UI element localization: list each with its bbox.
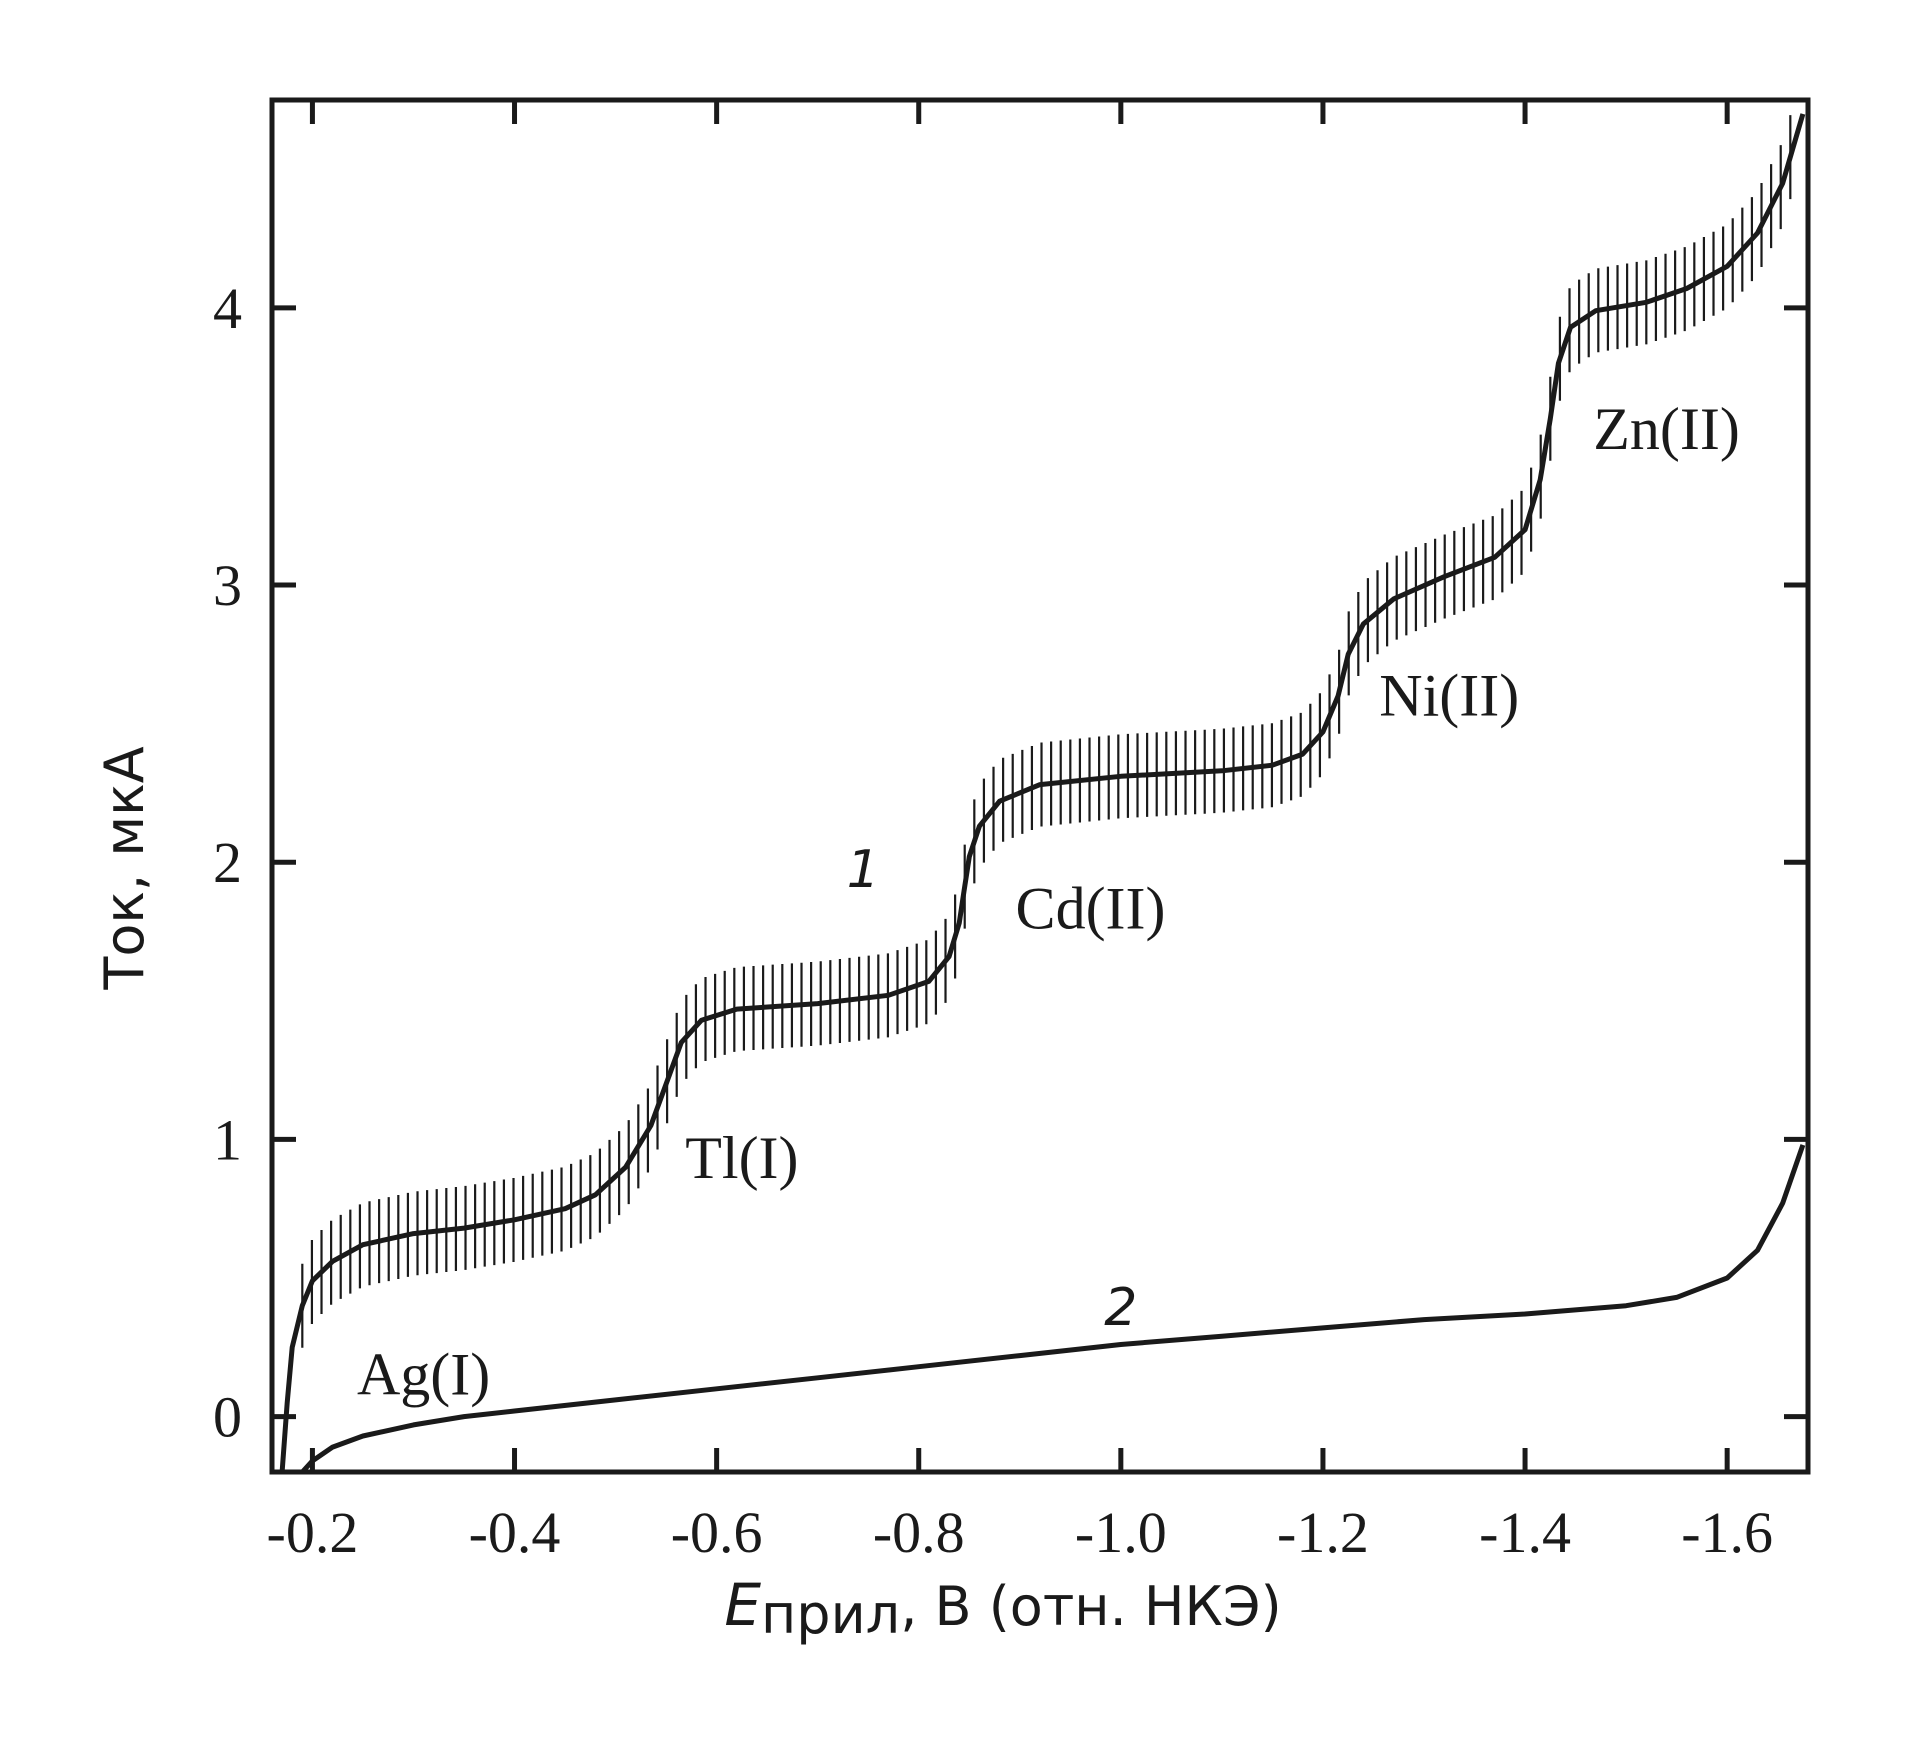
plot-frame	[269, 97, 1811, 1475]
y-tick-label: 1	[213, 1107, 242, 1172]
x-tick-label: -0.8	[873, 1500, 965, 1565]
y-axis-ticks: 0 1 2 3 4	[213, 276, 1808, 1450]
ion-annotation: Cd(II)	[1016, 876, 1166, 942]
curve-1-line	[279, 113, 1806, 1473]
curve-1-hatch-marks	[301, 115, 1792, 1348]
y-tick-label: 0	[213, 1385, 242, 1450]
ion-annotation: Zn(II)	[1593, 396, 1740, 462]
ion-annotation: Ni(II)	[1379, 662, 1519, 728]
x-axis-label-symbol: E	[724, 1571, 761, 1639]
x-tick-label: -0.6	[671, 1500, 763, 1565]
y-tick-label: 3	[213, 553, 242, 618]
x-tick-label: -0.2	[267, 1500, 359, 1565]
annotations: Ag(I) Tl(I) Cd(II) Ni(II) Zn(II) 1 2	[357, 396, 1740, 1407]
x-tick-label: -0.4	[469, 1500, 561, 1565]
x-axis-label-subscript: прил	[761, 1583, 900, 1646]
x-tick-label: -1.4	[1479, 1500, 1571, 1565]
y-axis-label: Ток, мкА	[93, 746, 156, 990]
x-axis-ticks: -0.2 -0.4 -0.6 -0.8 -1.0 -1.2 -1.4 -1.6	[267, 100, 1773, 1565]
curve-number-label: 2	[1104, 1278, 1137, 1338]
curve-2-line	[300, 1144, 1806, 1474]
x-axis-label: Eприл, В (отн. НКЭ)	[724, 1571, 1281, 1646]
ion-annotation: Ag(I)	[357, 1341, 490, 1407]
x-axis-label-units: , В (отн. НКЭ)	[900, 1575, 1281, 1638]
curve-number-label: 1	[847, 840, 880, 900]
y-tick-label: 2	[213, 830, 242, 895]
x-tick-label: -1.2	[1277, 1500, 1369, 1565]
ion-annotation: Tl(I)	[685, 1125, 798, 1191]
x-tick-label: -1.6	[1681, 1500, 1773, 1565]
x-tick-label: -1.0	[1075, 1500, 1167, 1565]
y-tick-label: 4	[213, 276, 242, 341]
